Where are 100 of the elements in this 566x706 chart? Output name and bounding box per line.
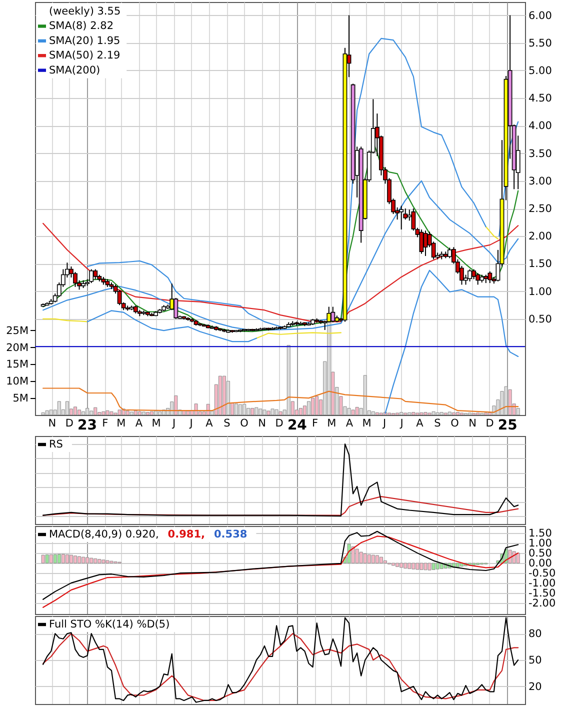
bar [424,562,428,570]
bar [130,412,134,415]
bar [516,408,520,415]
y-tick-label: 20 [528,680,542,693]
y-tick-label: -1.50 [528,588,556,600]
bar [456,412,460,415]
bar [94,558,98,564]
bar [118,410,122,415]
bar [150,411,154,415]
legend-label: SMA(50) 2.19 [49,50,120,62]
bar [508,389,512,415]
x-tick-label: N [48,418,56,430]
x-tick-label: M [152,418,161,430]
candlestick [468,268,472,282]
bar [102,411,106,415]
bar [278,411,282,415]
y-tick-label: 1.00 [528,538,552,550]
bar [266,410,270,415]
x-tick-label: O [450,418,459,430]
y-tick-label: 0.50 [528,313,552,326]
y2-tick-label: 15M [6,358,28,371]
candlestick [423,230,428,256]
candlestick [89,268,94,284]
legend-label: SMA(20) 1.95 [49,34,120,47]
y-tick-label: 1.50 [528,528,552,540]
bar [270,408,274,415]
x-tick-label: D [486,418,494,430]
bar [57,401,61,415]
y-tick-label: 5.00 [528,64,552,77]
bar [222,376,226,415]
bar [74,556,78,564]
bar [53,554,57,564]
x-tick-label: O [240,418,248,430]
line-series [42,530,519,600]
bar [396,562,400,567]
bar [238,404,242,415]
bar [408,562,412,569]
x-tick-label: J [172,418,176,430]
candlestick [447,247,452,259]
legend-label: RS [49,438,64,450]
bar [90,410,94,415]
x-tick-label: A [416,418,424,430]
bar [375,555,379,564]
bar [379,556,383,564]
chart-title: (weekly) 3.55 [49,6,121,18]
line-series [42,388,519,413]
bar [106,410,110,415]
legend-label: MACD(8,40,9) 0.920, [49,528,159,540]
bar [516,552,520,564]
bar [286,345,290,415]
bar [74,406,78,415]
bar [186,410,190,415]
bar [359,552,363,564]
bar [436,562,440,570]
bar [65,554,69,564]
bar [106,560,110,564]
candlestick [488,270,492,284]
bar [206,404,210,415]
legend-label: SMA(8) 2.82 [49,20,114,32]
bar [315,396,319,415]
bar [355,548,359,564]
bar [452,412,456,415]
bar [347,544,351,564]
y2-tick-label: 20M [6,342,28,354]
bar [110,560,114,564]
bar [69,554,73,564]
bar [158,411,162,415]
candlestick [399,205,404,230]
y-tick-label: 1.00 [528,286,552,298]
y-tick-label: 1.50 [528,258,552,270]
bar [383,560,387,564]
bar [86,557,90,564]
bar [456,562,460,568]
bar [246,408,250,415]
bar [90,558,94,564]
bar [298,408,302,415]
legend-label: SMA(200) [49,64,100,76]
bar [82,411,86,415]
bar [254,407,258,415]
x-tick-label: J [399,418,404,430]
bar [428,562,432,570]
bar [174,395,178,415]
x-tick-label: 24 [287,418,308,434]
y2-tick-label: 10M [6,376,28,388]
y-tick-label: 50 [528,654,542,666]
bar [371,411,375,415]
candlestick [419,228,424,254]
x-tick-label: J [382,418,386,430]
bar [472,562,476,566]
bar [371,554,375,564]
x-tick-label: D [275,418,284,430]
y-tick-label: 5.50 [528,37,552,50]
bar [424,412,428,415]
bar [146,412,150,415]
x-tick-label: M [116,418,126,430]
annotation: 0.538 [214,528,248,540]
bar [351,410,355,415]
y-tick-label: 6.00 [528,10,552,22]
bar [351,546,355,564]
bar [375,412,379,415]
